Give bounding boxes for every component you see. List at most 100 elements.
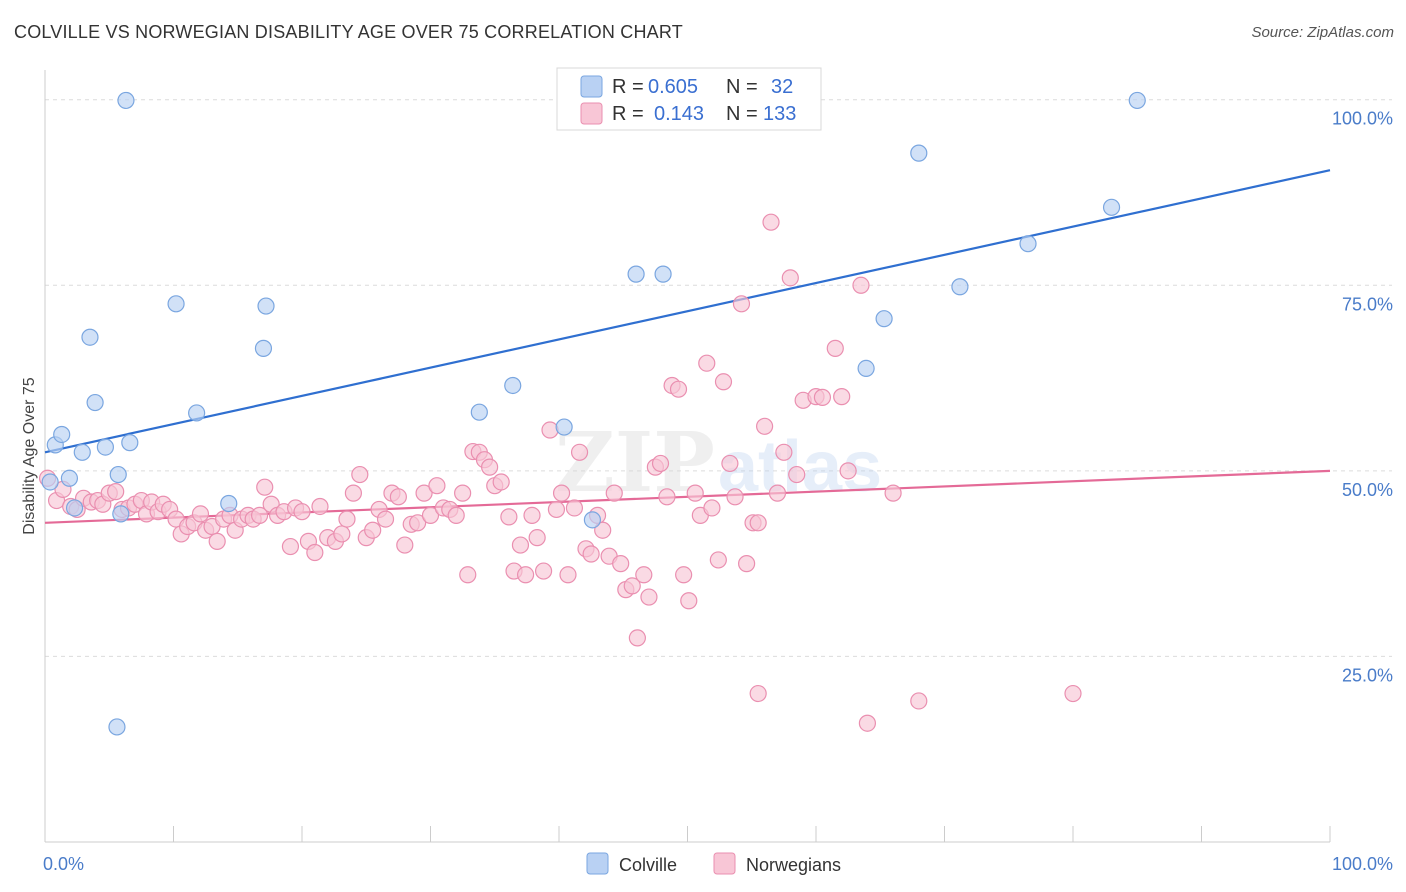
norwegian-point	[500, 508, 518, 526]
chart-title: COLVILLE VS NORWEGIAN DISABILITY AGE OVE…	[14, 22, 683, 42]
legend-n-label: N =	[726, 76, 758, 98]
bottom-legend: Colville Norwegians	[586, 852, 841, 875]
norwegian-point	[709, 551, 727, 569]
norwegian-point	[749, 514, 767, 532]
y-tick-labels: 100.0% 75.0% 50.0% 25.0%	[1332, 109, 1393, 686]
norwegian-point	[256, 478, 274, 496]
norwegian-point	[858, 714, 877, 732]
colville-point	[951, 278, 969, 296]
norwegian-point	[107, 483, 125, 501]
norwegian-point	[721, 454, 739, 473]
norwegian-point	[714, 373, 733, 391]
y-tick-label: 50.0%	[1342, 480, 1393, 500]
colville-point	[65, 499, 84, 517]
norwegian-point	[344, 484, 362, 502]
norwegian-point	[738, 555, 756, 573]
norwegian-point	[640, 588, 658, 606]
colville-point	[875, 310, 893, 328]
colville-point	[470, 403, 488, 421]
norwegian-point	[389, 488, 407, 506]
norwegian-point	[459, 566, 477, 584]
bottom-legend-colville: Colville	[619, 855, 677, 875]
norwegian-point	[658, 488, 676, 506]
colville-point	[86, 393, 104, 412]
y-tick-label: 100.0%	[1332, 109, 1393, 129]
colville-point	[96, 438, 114, 456]
norwegian-point	[409, 514, 427, 532]
colville-point	[167, 295, 185, 313]
norwegian-point	[376, 510, 395, 528]
norwegian-point	[428, 477, 446, 495]
legend-colville-n: 32	[771, 76, 793, 98]
norwegian-point	[250, 506, 269, 524]
norwegian-point	[781, 269, 799, 287]
norwegian-point	[852, 276, 870, 294]
norwegian-point	[552, 484, 571, 502]
colville-point	[220, 494, 238, 513]
norwegian-point	[726, 488, 744, 506]
x-tick-labels: 0.0% 100.0%	[43, 854, 1393, 874]
y-axis-label: Disability Age Over 75	[21, 377, 38, 535]
norwegian-point	[1064, 684, 1082, 703]
norwegian-point	[623, 577, 641, 595]
norwegian-point	[191, 505, 210, 523]
norwegian-point	[208, 532, 226, 550]
norwegian-point	[582, 545, 600, 563]
colville-point	[109, 465, 127, 484]
norwegian-point	[675, 566, 693, 584]
norwegian-point	[788, 465, 806, 484]
colville-point	[1019, 235, 1037, 253]
norwegian-point	[293, 503, 311, 521]
norwegian-point	[839, 462, 857, 480]
legend-norwegians-n: 133	[763, 103, 796, 125]
norwegian-point	[570, 443, 589, 461]
colville-point	[53, 425, 71, 444]
norwegian-point	[775, 443, 793, 461]
colville-point	[188, 404, 206, 422]
axes	[44, 70, 1331, 843]
x-tick-label: 100.0%	[1332, 854, 1393, 874]
colville-point	[504, 376, 522, 395]
norwegian-point	[703, 499, 721, 517]
legend-n-label: N =	[726, 103, 758, 125]
norwegian-point	[833, 388, 851, 406]
colville-point	[627, 265, 645, 283]
legend-r-label: R =	[612, 103, 644, 125]
norwegian-point	[481, 458, 499, 476]
colville-point	[81, 328, 99, 346]
bottom-legend-norwegians-swatch	[713, 852, 736, 875]
colville-point	[121, 434, 139, 452]
colville-point	[41, 473, 59, 491]
y-tick-label: 75.0%	[1342, 294, 1393, 314]
norwegian-point	[364, 521, 382, 539]
norwegian-point	[669, 380, 688, 398]
norwegian-point	[281, 537, 300, 556]
colville-point	[1128, 91, 1146, 110]
norwegian-point	[396, 536, 414, 554]
norwegian-point	[680, 592, 698, 610]
norwegian-point	[415, 484, 433, 502]
colville-point	[1102, 198, 1121, 216]
colville-point	[254, 339, 273, 357]
norwegian-point	[635, 566, 653, 584]
norwegian-point	[454, 484, 472, 502]
norwegian-point	[651, 454, 670, 473]
bottom-legend-colville-swatch	[586, 852, 609, 875]
norwegian-point	[547, 500, 566, 519]
colville-point	[108, 718, 126, 736]
norwegian-point	[628, 629, 646, 647]
colville-point	[257, 297, 275, 315]
x-tick-label: 0.0%	[43, 854, 84, 874]
norwegian-point	[338, 510, 356, 528]
norwegian-point	[541, 421, 559, 439]
norwegian-point	[749, 684, 767, 703]
legend-colville-r: 0.605	[648, 76, 698, 98]
colville-trend-line	[44, 169, 1331, 454]
colville-point	[583, 511, 602, 529]
norwegian-point	[605, 484, 623, 502]
source-label: Source: ZipAtlas.com	[1251, 24, 1394, 41]
norwegian-point	[813, 388, 832, 406]
norwegian-point	[762, 213, 780, 231]
colville-point	[857, 359, 875, 378]
norwegian-point	[698, 354, 716, 372]
